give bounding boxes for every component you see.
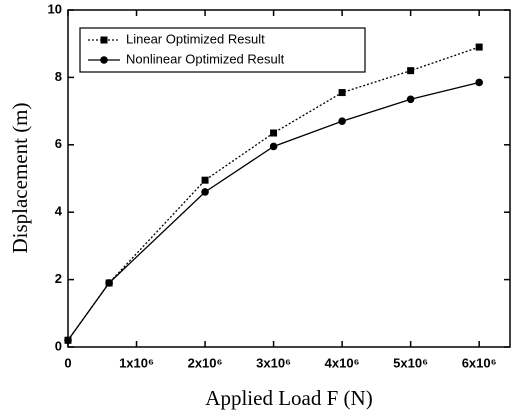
marker [100,56,108,64]
y-tick-label: 10 [48,1,62,16]
y-tick-label: 0 [55,338,62,353]
marker [201,176,209,184]
marker [407,67,415,75]
marker [105,279,113,287]
y-axis-title: Displacement (m) [8,102,32,253]
marker [475,43,483,51]
x-axis-title: Applied Load F (N) [205,386,372,410]
x-tick-label: 1x10⁶ [119,355,154,370]
y-tick-label: 8 [55,69,62,84]
legend-label: Linear Optimized Result [126,31,265,46]
series-line [67,81,480,341]
y-tick-label: 6 [55,136,62,151]
marker [100,36,108,44]
legend-box [79,27,366,73]
marker [201,188,209,196]
marker [338,117,346,126]
marker [338,89,346,97]
marker [475,78,483,87]
x-tick-label: 6x10⁶ [462,355,497,370]
y-tick-label: 2 [55,271,62,286]
marker [270,129,278,137]
series-line [67,46,480,341]
x-tick-label: 5x10⁶ [393,355,428,370]
x-tick-label: 4x10⁶ [325,355,360,370]
marker [269,142,278,151]
plot-frame [67,9,511,348]
marker [406,95,415,104]
y-tick-label: 4 [55,204,63,219]
legend-label: Nonlinear Optimized Result [126,51,285,66]
x-tick-label: 2x10⁶ [188,355,223,370]
x-tick-label: 3x10⁶ [256,355,291,370]
x-tick-label: 0 [64,355,71,370]
marker [64,336,72,345]
